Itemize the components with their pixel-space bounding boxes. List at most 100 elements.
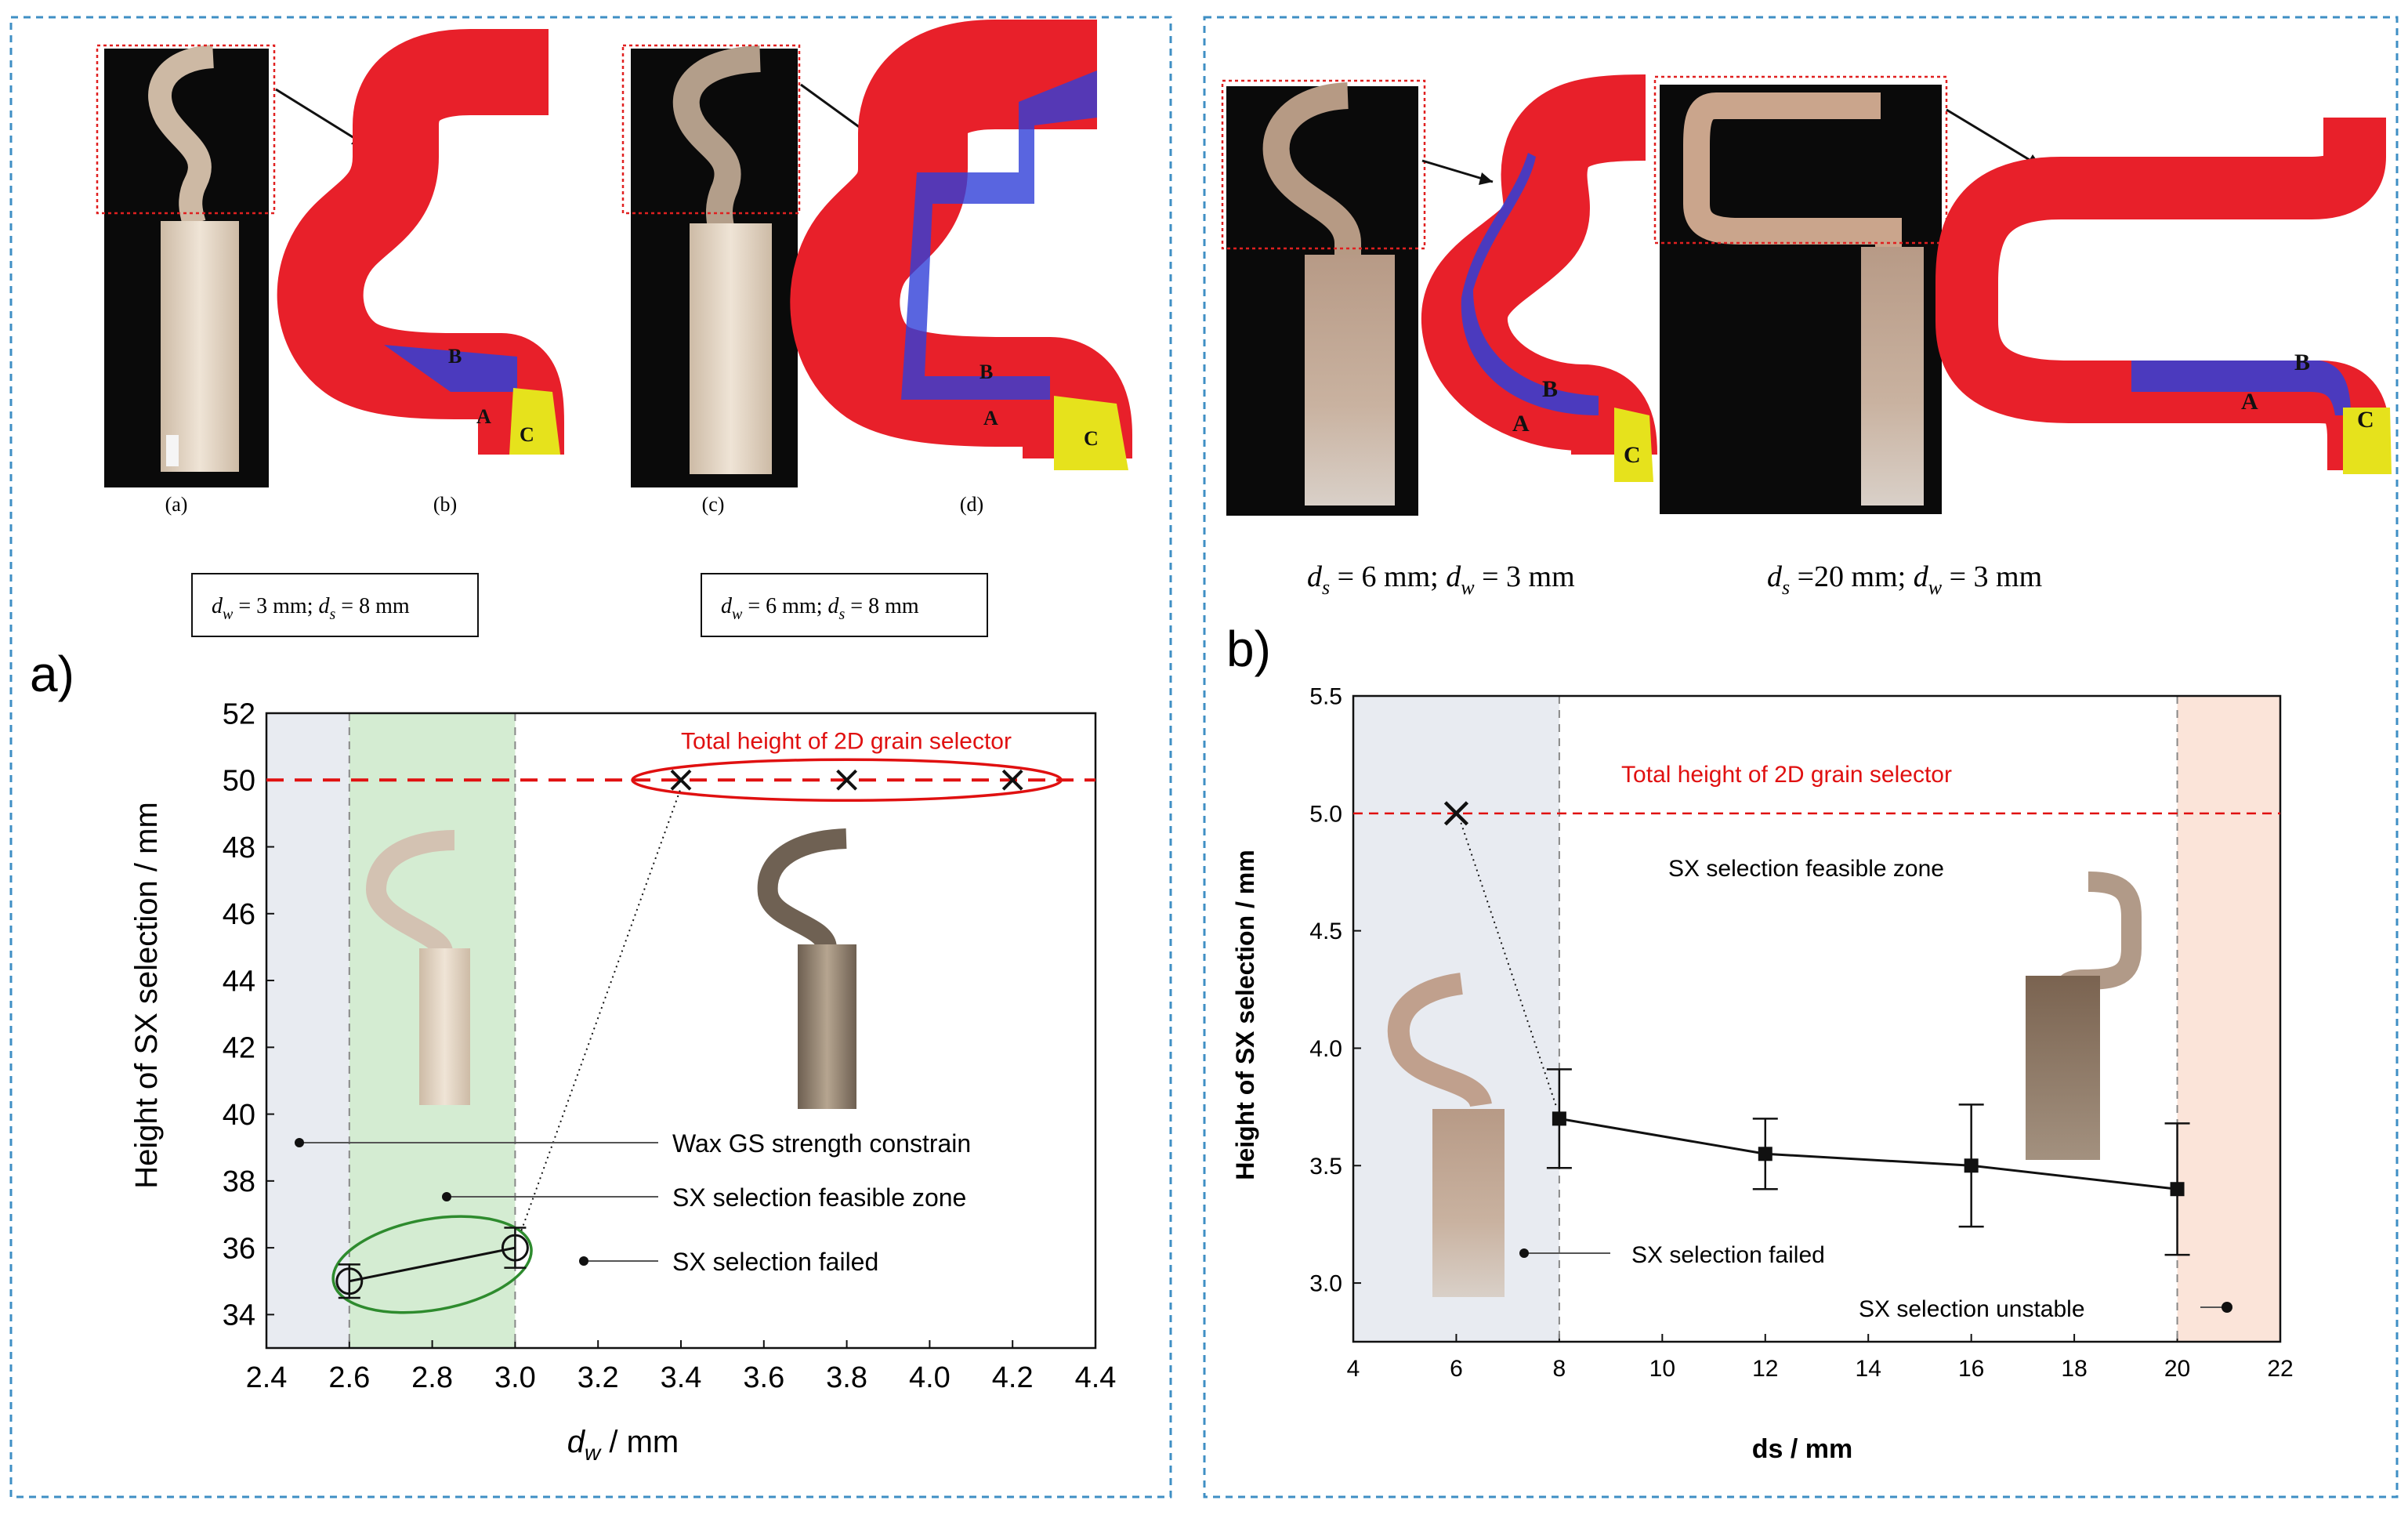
left-inset-cast <box>757 828 856 1109</box>
photo-ds20-block <box>1861 247 1924 506</box>
sublabel-a: (a) <box>165 493 188 516</box>
series-line <box>349 1246 516 1283</box>
left-chart: 2.4 2.6 2.8 3.0 3.2 3.4 3.6 3.8 4.0 4.2 4.4 34 36 38 4… <box>129 698 1116 1465</box>
x-tick-label: 22 <box>2267 1356 2293 1382</box>
zoom-arrowhead-ds6 <box>1479 172 1493 185</box>
reference-line-label: Total height of 2D grain selector <box>681 728 1012 754</box>
panel-label-b: b) <box>1226 621 1271 677</box>
x-tick-label: 18 <box>2061 1356 2087 1382</box>
x-tick-label: 6 <box>1450 1356 1463 1382</box>
x-tick-label: 3.4 <box>661 1361 702 1394</box>
x-tick-label: 3.2 <box>578 1361 619 1394</box>
left-top-images: B A C B A C <box>96 20 1132 490</box>
caption-4-s2: w <box>1928 576 1943 599</box>
x-tick-label: 4.4 <box>1075 1361 1117 1394</box>
legend-dot-wax <box>295 1138 304 1147</box>
caption-4-p2: =20 mm; <box>1790 560 1914 593</box>
left-panel-frame <box>9 16 1172 1498</box>
x-tick-label: 4.2 <box>992 1361 1034 1394</box>
connector-dotted-line <box>1460 822 1557 1107</box>
caption-3-p4: = 3 mm <box>1475 560 1575 593</box>
sim-d-blue-zone <box>901 71 1097 400</box>
sim-ds20-blue-zone <box>2131 361 2351 415</box>
series-line-segment <box>1559 1117 1766 1155</box>
y-tick-label: 3.0 <box>1309 1271 1342 1297</box>
caption-3-p3: d <box>1446 560 1461 593</box>
x-tick-label: 3.0 <box>494 1361 536 1394</box>
y-tick-label: 4.0 <box>1309 1036 1342 1062</box>
photo-ds20-selector <box>1683 92 1902 249</box>
x-tick-label: 20 <box>2164 1356 2190 1382</box>
legend-text-failed: SX selection failed <box>672 1248 878 1276</box>
y-tick-label: 3.5 <box>1309 1154 1342 1180</box>
caption-4-text: ds =20 mm; dw = 3 mm <box>1767 560 2042 599</box>
legend-dot-unstable <box>2222 1302 2232 1313</box>
legend-text-wax: Wax GS strength constrain <box>672 1129 971 1158</box>
sim-ds20-letter-a: A <box>2241 389 2258 415</box>
y-tick-label: 42 <box>223 1032 255 1065</box>
sim-d-yellow-zone <box>1054 396 1128 470</box>
caption-1-p3: d <box>318 594 330 618</box>
caption-1-text: dw = 3 mm; ds = 8 mm <box>212 594 410 623</box>
x-tick-label: 12 <box>1752 1356 1778 1382</box>
caption-2-p2: = 6 mm; <box>742 594 827 618</box>
legend-text-failed-b: SX selection failed <box>1631 1242 1825 1268</box>
sim-b-letter-b: B <box>448 345 462 368</box>
zone-wax-constraint <box>266 713 349 1348</box>
caption-2-s2: s <box>838 606 845 623</box>
sim-d-letter-c: C <box>1084 427 1099 450</box>
data-point-square <box>1964 1158 1979 1173</box>
sim-ds6-letter-b: B <box>1542 376 1558 402</box>
caption-3-text: ds = 6 mm; dw = 3 mm <box>1307 560 1575 599</box>
left-chart-axes-frame <box>265 712 1097 1350</box>
sim-b-letter-a: A <box>476 405 491 428</box>
cross-stroke <box>670 769 692 791</box>
x-tick-label: 10 <box>1649 1356 1675 1382</box>
photo-c-selector-metal <box>672 45 761 230</box>
right-chart-axes-frame <box>1352 694 2282 1343</box>
y-tick-label: 44 <box>223 965 255 998</box>
y-tick-label: 4.5 <box>1309 919 1342 944</box>
sim-ds6-yellow-zone <box>1614 408 1653 482</box>
right-panel-frame <box>1203 16 2399 1498</box>
x-tick-label: 8 <box>1553 1356 1566 1382</box>
sim-ds6-letter-a: A <box>1512 411 1530 437</box>
x-tick-label: 3.8 <box>826 1361 867 1394</box>
y-tick-label: 40 <box>223 1099 255 1132</box>
y-tick-label: 52 <box>223 698 255 730</box>
zoom-arrow-a <box>275 88 368 147</box>
caption-4-p1: d <box>1767 560 1783 593</box>
sim-b-blue-zone <box>384 345 517 392</box>
y-tick-label: 5.5 <box>1309 684 1342 710</box>
sim-d-letter-b: B <box>979 361 993 383</box>
photo-c-block <box>690 223 772 474</box>
left-xlabel-d: d <box>567 1425 586 1459</box>
connector-dotted-line <box>520 787 682 1231</box>
feasible-points-ellipse <box>331 1215 533 1314</box>
y-tick-label: 46 <box>223 898 255 931</box>
caption-box-1 <box>191 573 479 637</box>
caption-1-p1: d <box>212 594 223 618</box>
caption-1-p4: = 8 mm <box>335 594 410 618</box>
panel-label-a: a) <box>30 646 74 702</box>
left-xlabel: dw / mm <box>567 1425 679 1465</box>
data-point-cross <box>670 769 692 791</box>
cross-stroke <box>836 769 858 791</box>
photo-ds6-selector <box>1262 82 1361 259</box>
sim-ds20-letter-c: C <box>2357 407 2374 433</box>
legend-dot-failed-b <box>1519 1248 1529 1258</box>
legend-text-unstable: SX selection unstable <box>1859 1296 2085 1322</box>
series-line-segment <box>1765 1152 1972 1167</box>
failed-points-ellipse <box>631 758 1063 803</box>
y-tick-label: 48 <box>223 832 255 864</box>
right-data-marks <box>1443 801 2190 1256</box>
caption-2-p1: d <box>721 594 733 618</box>
caption-4-s1: s <box>1782 576 1790 599</box>
left-ylabel: Height of SX selection / mm <box>129 802 164 1189</box>
left-inset-wax <box>365 830 470 1105</box>
caption-3-s1: s <box>1322 576 1330 599</box>
reference-line-label: Total height of 2D grain selector <box>1621 762 1952 788</box>
sim-ds6-letter-c: C <box>1624 442 1641 468</box>
caption-1-p2: = 3 mm; <box>233 594 318 618</box>
